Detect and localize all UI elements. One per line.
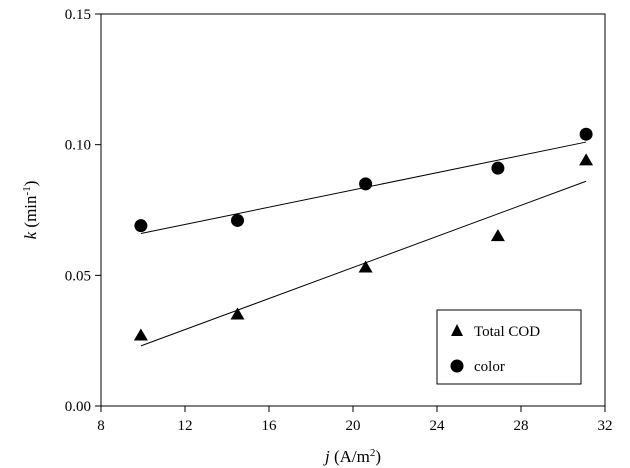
x-tick-label: 16 xyxy=(262,418,278,434)
legend: Total COD color xyxy=(436,309,582,385)
x-axis-title: j (A/m2) xyxy=(323,447,381,466)
y-axis-title-unit: (min xyxy=(21,195,40,232)
axis-ticks: 8 12 16 20 24 28 32 0.00 0.05 0.10 0.15 xyxy=(65,7,613,434)
data-points xyxy=(133,127,594,341)
data-point-total-cod xyxy=(358,260,373,273)
legend-marker-triangle xyxy=(451,324,463,336)
x-axis-title-sup: 2 xyxy=(370,447,376,459)
legend-label-total-cod: Total COD xyxy=(474,324,540,340)
x-axis-title-symbol: j xyxy=(323,447,330,466)
legend-label-color: color xyxy=(474,359,505,375)
data-point-color xyxy=(134,219,148,233)
data-point-total-cod xyxy=(490,229,505,242)
x-tick-label: 24 xyxy=(430,418,446,434)
data-point-color xyxy=(491,161,505,175)
data-point-color xyxy=(231,213,244,227)
data-point-color xyxy=(579,127,593,141)
x-axis-title-unit: (A/m xyxy=(330,447,370,466)
y-axis-title-end: ) xyxy=(21,181,40,187)
x-tick-label: 8 xyxy=(97,418,105,434)
x-tick-label: 28 xyxy=(514,418,529,434)
y-axis-title: k (min-1) xyxy=(21,181,40,240)
data-point-color xyxy=(359,177,373,191)
data-point-total-cod xyxy=(579,153,594,166)
y-axis-title-symbol: k xyxy=(21,231,40,239)
y-axis-title-sup: -1 xyxy=(21,186,33,195)
y-tick-label: 0.00 xyxy=(65,399,91,415)
data-point-total-cod xyxy=(133,328,148,341)
x-tick-label: 12 xyxy=(178,418,193,434)
y-tick-label: 0.15 xyxy=(65,7,91,23)
data-point-total-cod xyxy=(230,307,245,320)
y-tick-label: 0.05 xyxy=(65,268,91,284)
fit-line-total-cod xyxy=(140,180,587,347)
x-tick-label: 20 xyxy=(346,418,361,434)
y-tick-label: 0.10 xyxy=(65,138,91,154)
legend-box xyxy=(436,309,582,385)
legend-marker-circle xyxy=(450,359,464,373)
x-axis-title-end: ) xyxy=(375,447,381,466)
x-tick-label: 32 xyxy=(598,418,613,434)
